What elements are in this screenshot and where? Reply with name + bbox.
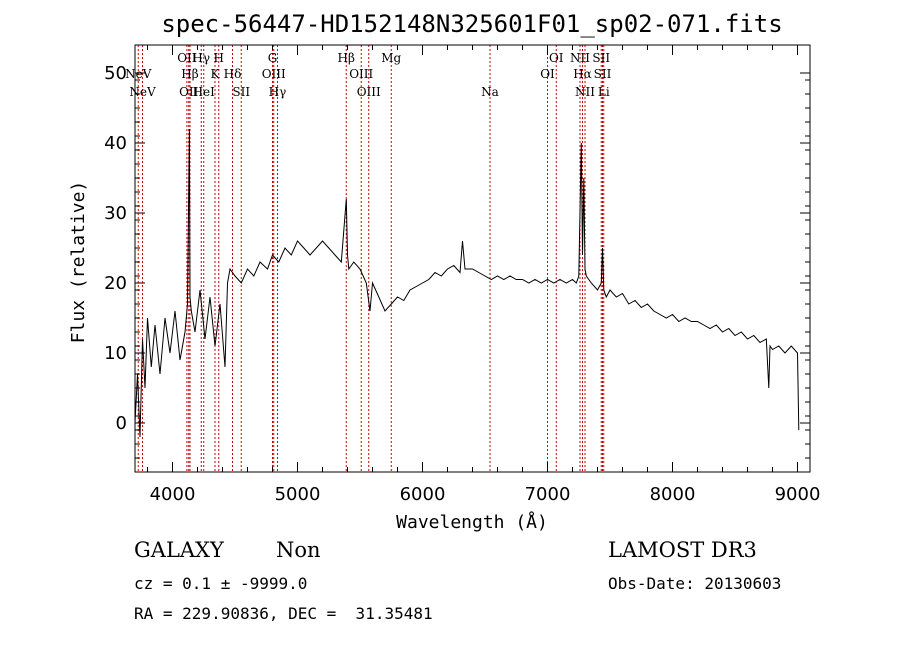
spectrum-line (134, 128, 800, 438)
spectral-line-label: OIII (262, 67, 286, 81)
spectral-line-label: OI (549, 51, 564, 65)
y-tick-label: 30 (104, 203, 127, 224)
y-tick-label: 40 (104, 133, 127, 154)
spectral-line-label: OIII (357, 85, 381, 99)
y-axis-label: Flux (relative) (68, 181, 89, 344)
chart-title: spec-56447-HD152148N325601F01_sp02-071.f… (161, 10, 782, 38)
spectral-line-label: H (214, 51, 224, 65)
spectral-line-label: Li (598, 85, 610, 99)
object-class: GALAXY (134, 538, 224, 562)
object-subclass: Non (276, 538, 321, 562)
y-tick-label: 10 (104, 343, 127, 364)
x-tick-label: 7000 (525, 484, 571, 505)
x-axis: 4000 5000 6000 7000 8000 9000 (147, 45, 821, 505)
spectral-line-label: OII (177, 51, 197, 65)
redshift-line: cz = 0.1 ± -9999.0 (134, 574, 308, 593)
spectral-line-label: HeI (193, 85, 216, 99)
line-markers (137, 45, 605, 472)
radec-line: RA = 229.90836, DEC = 31.35481 (134, 604, 433, 623)
x-tick-label: 9000 (775, 484, 821, 505)
spectral-line-label: OIII (349, 67, 373, 81)
obs-date-line: Obs-Date: 20130603 (608, 574, 782, 593)
spectral-line-label: Mg (381, 51, 401, 65)
y-axis: 0 10 20 30 40 50 (104, 63, 810, 459)
spectral-line-label: OII (179, 85, 199, 99)
plot-frame (134, 44, 811, 473)
survey-label: LAMOST DR3 (608, 538, 757, 562)
y-tick-label: 0 (116, 413, 127, 434)
x-tick-label: 8000 (650, 484, 696, 505)
spectral-line-label: Hγ (269, 85, 287, 99)
y-tick-label: 50 (104, 63, 127, 84)
spectral-line-label: Hβ (181, 67, 198, 81)
spectral-line-label: SII (594, 67, 612, 81)
y-tick-label: 20 (104, 273, 127, 294)
spectral-line-label: SII (592, 51, 610, 65)
x-tick-label: 6000 (400, 484, 446, 505)
spectral-line-label: G (268, 51, 278, 65)
spectral-line-label: K (211, 67, 221, 81)
x-axis-label: Wavelength (Å) (396, 511, 548, 533)
spectral-line-label: NeV (125, 67, 152, 81)
spectral-line-label: NII (575, 85, 595, 99)
spectral-line-label: Hγ (192, 51, 210, 65)
spectral-line-label: NeV (129, 85, 156, 99)
spectral-line-label: NII (570, 51, 590, 65)
spectral-line-label: SII (232, 85, 250, 99)
spectral-line-label: Hα (573, 67, 592, 81)
x-tick-label: 4000 (150, 484, 196, 505)
spectral-line-label: Na (481, 85, 499, 99)
spectral-line-label: Hβ (338, 51, 355, 65)
x-tick-label: 5000 (275, 484, 321, 505)
spectral-line-label: Hδ (224, 67, 242, 81)
spectral-line-label: OI (540, 67, 555, 81)
